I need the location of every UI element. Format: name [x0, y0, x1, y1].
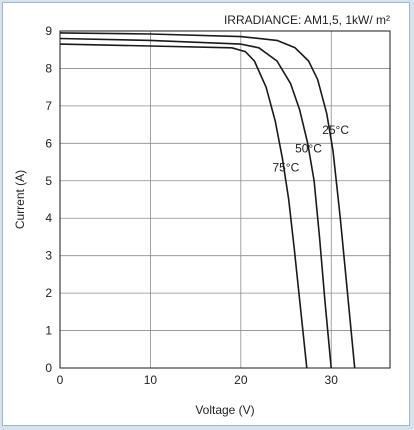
x-axis-label: Voltage (V): [195, 403, 254, 417]
y-tick-label: 4: [45, 211, 52, 225]
x-tick-label: 30: [325, 373, 339, 387]
series-line: [59, 43, 308, 369]
y-tick-label: 3: [45, 249, 52, 263]
series-line: [59, 32, 356, 369]
iv-curve-chart: 0 10 20 30 0 1 2 3 4 5 6 7 8 9 25°C50°C 75°C IRRADIAN…: [13, 13, 391, 417]
y-axis-label: Current (A): [13, 170, 27, 229]
y-tick-label: 2: [45, 286, 52, 300]
y-tick-label: 9: [45, 24, 52, 38]
y-tick-label: 5: [45, 174, 52, 188]
y-tick-label: 1: [45, 324, 52, 338]
y-tick-label: 6: [45, 136, 52, 150]
grid-lines: [59, 30, 390, 369]
chart-title: IRRADIANCE: AM1,5, 1kW/ m²: [224, 13, 390, 27]
x-tick-label: 10: [144, 373, 158, 387]
series-group: [59, 32, 356, 369]
series-label: 50°C: [295, 142, 322, 156]
y-tick-label: 8: [45, 61, 52, 75]
x-tick-label: 0: [57, 373, 64, 387]
x-tick-label: 20: [234, 373, 248, 387]
plot-border: [59, 30, 391, 369]
y-tick-label: 0: [45, 361, 52, 375]
y-tick-label: 7: [45, 99, 52, 113]
y-tick-labels: 0 1 2 3 4 5 6 7 8 9: [45, 24, 52, 375]
series-label: 75°C: [272, 160, 299, 174]
series-label: 25°C: [322, 123, 349, 137]
series-labels: 25°C50°C 75°C: [272, 123, 349, 174]
series-line: [59, 37, 332, 369]
chart-frame: 0 10 20 30 0 1 2 3 4 5 6 7 8 9 25°C 50°C 75°C IRRADIAN…: [2, 2, 410, 426]
x-tick-labels: 0 10 20 30: [57, 373, 339, 387]
